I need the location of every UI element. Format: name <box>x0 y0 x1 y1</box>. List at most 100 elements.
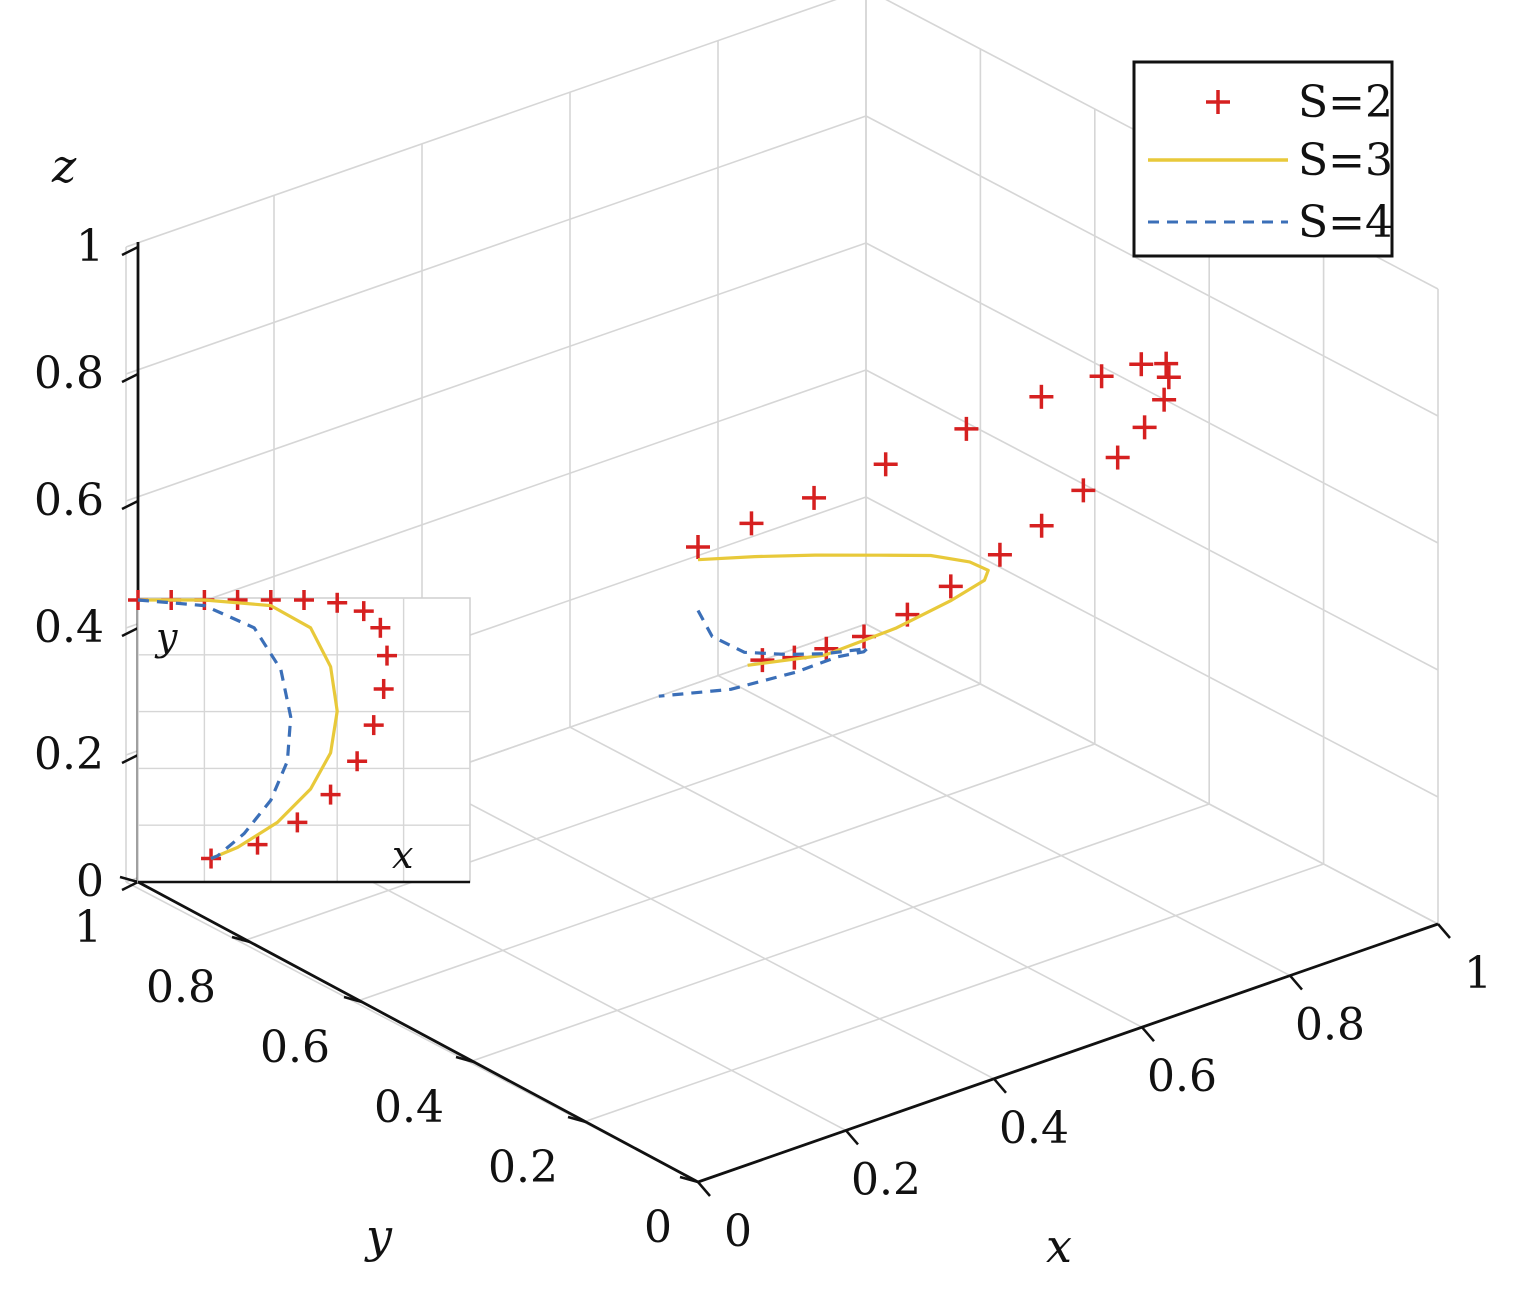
data-point-s2 <box>1152 387 1177 412</box>
inset-x-label: x <box>392 833 413 877</box>
data-point-s2 <box>739 511 764 536</box>
inset-panel: y x <box>128 590 471 884</box>
inset-point-s2 <box>287 812 308 833</box>
x-tick-label: 0.6 <box>1147 1051 1217 1102</box>
y-tick-mark <box>455 1055 475 1064</box>
grid-line <box>421 778 995 1080</box>
tick-labels: 00.20.40.60.8100.20.40.60.8100.20.40.60.… <box>34 221 1492 1257</box>
data-point-s2 <box>873 452 898 477</box>
y-tick-label: 0.8 <box>146 962 216 1013</box>
grid-line <box>865 115 1439 417</box>
inset-point-s2 <box>247 834 268 855</box>
legend-label-s3: S=3 <box>1298 135 1393 186</box>
inset-line-s3 <box>138 598 339 860</box>
inset-point-s2 <box>377 645 397 666</box>
axis-labels: z y x <box>51 139 1072 1273</box>
data-point-s2 <box>1132 415 1157 440</box>
y-tick-label: 0 <box>644 1202 672 1253</box>
data-point-s2 <box>1089 364 1114 389</box>
z-tick-label: 0.4 <box>34 602 104 653</box>
y-tick-mark <box>567 1115 587 1124</box>
data-point-s2 <box>1129 352 1154 377</box>
data-point-s2 <box>1156 365 1181 390</box>
legend: S=2 S=3 S=4 <box>1132 60 1394 258</box>
inset-point-s2 <box>227 590 248 610</box>
y-tick-mark <box>679 1175 699 1184</box>
data-point-s2 <box>1071 478 1096 503</box>
data-point-s2 <box>686 535 710 559</box>
y-tick-label: 0.2 <box>488 1142 558 1193</box>
x-tick-label: 0 <box>724 1206 752 1257</box>
inset-y-label: y <box>154 615 178 659</box>
z-tick-mark <box>121 753 139 765</box>
z-tick-mark <box>121 880 139 892</box>
x-tick-mark <box>1141 1026 1155 1043</box>
grid-line <box>865 623 1439 925</box>
y-tick-label: 1 <box>74 902 102 953</box>
grid-line <box>583 863 1324 1123</box>
z-tick-mark <box>121 245 139 257</box>
x-axis-line <box>697 922 1439 1184</box>
inset-line-s4 <box>137 598 293 860</box>
inset-point-s2 <box>373 678 394 699</box>
grid-line <box>717 674 1291 977</box>
x-axis-label: x <box>1046 1219 1072 1273</box>
inset-point-s2 <box>363 715 384 736</box>
data-point-s2 <box>1029 384 1054 409</box>
inset-point-s2 <box>320 784 341 805</box>
x-tick-label: 1 <box>1464 948 1492 999</box>
grid-line <box>240 683 981 943</box>
data-point-s2 <box>938 574 963 599</box>
inset-point-s2 <box>347 751 368 772</box>
series-line-s4 <box>658 609 869 698</box>
x-tick-mark <box>993 1077 1007 1094</box>
grid-line <box>865 242 1439 544</box>
legend-label-s4: S=4 <box>1298 197 1393 248</box>
data-point-s2 <box>814 636 839 661</box>
inset-series <box>128 590 397 869</box>
y-tick-mark <box>119 875 139 884</box>
grid-line <box>569 726 1143 1028</box>
inset-point-s2 <box>353 601 374 622</box>
grid-line <box>865 496 1439 798</box>
z-axis-label: z <box>51 139 77 193</box>
grid-line <box>125 242 867 502</box>
inset-point-s2 <box>370 617 391 638</box>
z-tick-mark <box>121 626 139 638</box>
y-tick-label: 0.6 <box>260 1022 330 1073</box>
x-tick-mark <box>1437 923 1451 939</box>
inset-point-s2 <box>327 592 348 613</box>
x-tick-label: 0.8 <box>1295 1000 1365 1051</box>
z-tick-label: 0.6 <box>34 475 104 526</box>
z-tick-mark <box>121 499 139 511</box>
series-line-s3 <box>697 553 990 667</box>
x-tick-label: 0.2 <box>851 1154 921 1205</box>
x-tick-mark <box>1289 974 1303 991</box>
y-axis-label: y <box>364 1209 393 1263</box>
legend-label-s2: S=2 <box>1298 77 1393 128</box>
z-tick-label: 0.2 <box>34 729 104 780</box>
data-point-s2 <box>1154 351 1179 376</box>
z-tick-mark <box>121 372 139 384</box>
x-tick-mark <box>697 1181 711 1197</box>
x-tick-label: 0.4 <box>999 1103 1069 1154</box>
y-axis-line <box>137 880 699 1184</box>
data-point-s2 <box>987 542 1012 567</box>
x-tick-mark <box>845 1129 859 1146</box>
data-point-s2 <box>802 485 827 510</box>
data-point-s2 <box>1029 513 1054 538</box>
y-tick-label: 0.4 <box>374 1082 444 1133</box>
legend-marker-s2 <box>1206 90 1230 114</box>
grid-line <box>468 803 1210 1063</box>
y-tick-mark <box>343 995 363 1004</box>
grid-line <box>125 369 867 629</box>
z-tick-label: 0.8 <box>34 348 104 399</box>
y-tick-mark <box>231 935 251 944</box>
z-tick-label: 1 <box>76 221 104 272</box>
inset-grid <box>138 598 470 882</box>
data-point-s2 <box>1105 445 1130 470</box>
grid-line <box>125 0 837 248</box>
grid-line <box>865 369 1439 671</box>
inset-background <box>137 597 471 883</box>
